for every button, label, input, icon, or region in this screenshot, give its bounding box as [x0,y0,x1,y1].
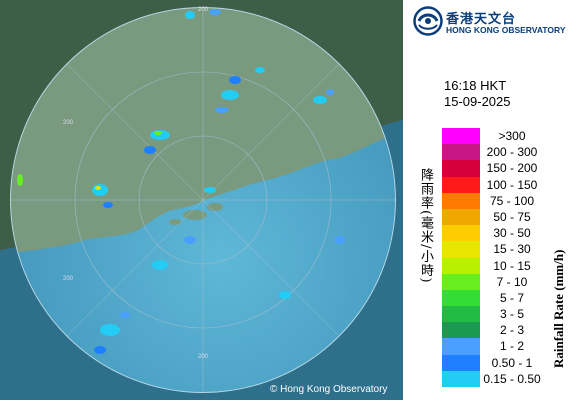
rain-echo [185,11,195,19]
radar-range-edge [10,7,396,393]
legend-range-label: >300 [498,129,526,143]
legend-swatch [442,322,480,339]
legend-swatch [442,354,480,371]
range-label-south: 200 [198,354,209,360]
legend-swatch [442,338,480,355]
legend-swatch [442,128,480,145]
legend-range-label: 150 - 200 [486,161,538,176]
timestamp-time: 16:18 HKT [444,78,507,93]
timestamp-date: 15-09-2025 [444,94,511,109]
legend-swatch [442,144,480,161]
legend-swatch [442,160,480,177]
rain-echoes [92,67,345,354]
legend-range-label: 0.50 - 1 [491,355,533,370]
legend-swatch [442,289,480,307]
legend-title-en: Rainfall Rate (mm/h) [551,249,566,368]
island [183,210,207,220]
island [207,203,223,211]
legend-swatch [442,306,480,323]
legend-range-label: 1 - 2 [499,339,524,354]
legend-swatch [442,273,480,290]
legend-range-label: 75 - 100 [489,193,535,208]
legend-title-cn: 降雨率(毫米/小時) [418,168,433,284]
legend-range-label: 5 - 7 [499,290,524,305]
legend-range-label: 7 - 10 [496,274,528,289]
hko-emblem-icon [413,6,443,36]
legend-range-label: 50 - 75 [493,209,531,224]
legend-swatch [442,192,480,209]
copyright-notice: © Hong Kong Observatory [270,384,388,395]
rain-echo [209,9,221,15]
legend-range-label: 100 - 150 [486,177,538,192]
legend-range-label: 2 - 3 [499,323,524,338]
legend-swatch [442,208,480,226]
range-label-west: 200 [63,276,74,282]
timestamp: 16:18 HKT 15-09-2025 [444,78,511,110]
hko-logo: 香港天文台 HONG KONG OBSERVATORY [413,6,573,38]
grid-line [66,63,340,337]
legend-range-label: 0.15 - 0.50 [483,371,541,386]
radar-map-graphic: 200 200 200 200 [0,0,403,400]
rain-echo [17,174,23,186]
logo-name-cn: 香港天文台 [446,12,517,27]
legend-swatch [442,176,480,193]
legend-swatch [442,225,480,242]
legend-range-label: 15 - 30 [493,242,531,257]
legend-swatch [442,257,480,274]
legend-swatch [442,370,480,387]
range-label-inner: 200 [63,120,74,126]
legend-range-label: 200 - 300 [486,145,538,160]
legend-range-label: 30 - 50 [493,226,531,241]
radar-map: 200 200 200 200 © Hong Kong Observatory [0,0,403,400]
island [169,219,181,225]
legend-swatch [442,241,480,258]
legend-panel: 香港天文台 HONG KONG OBSERVATORY 16:18 HKT 15… [403,0,577,400]
legend-range-label: 10 - 15 [493,258,531,273]
logo-name-en: HONG KONG OBSERVATORY [446,25,566,35]
legend-range-label: 3 - 5 [499,307,524,322]
range-label-north: 200 [198,7,209,13]
